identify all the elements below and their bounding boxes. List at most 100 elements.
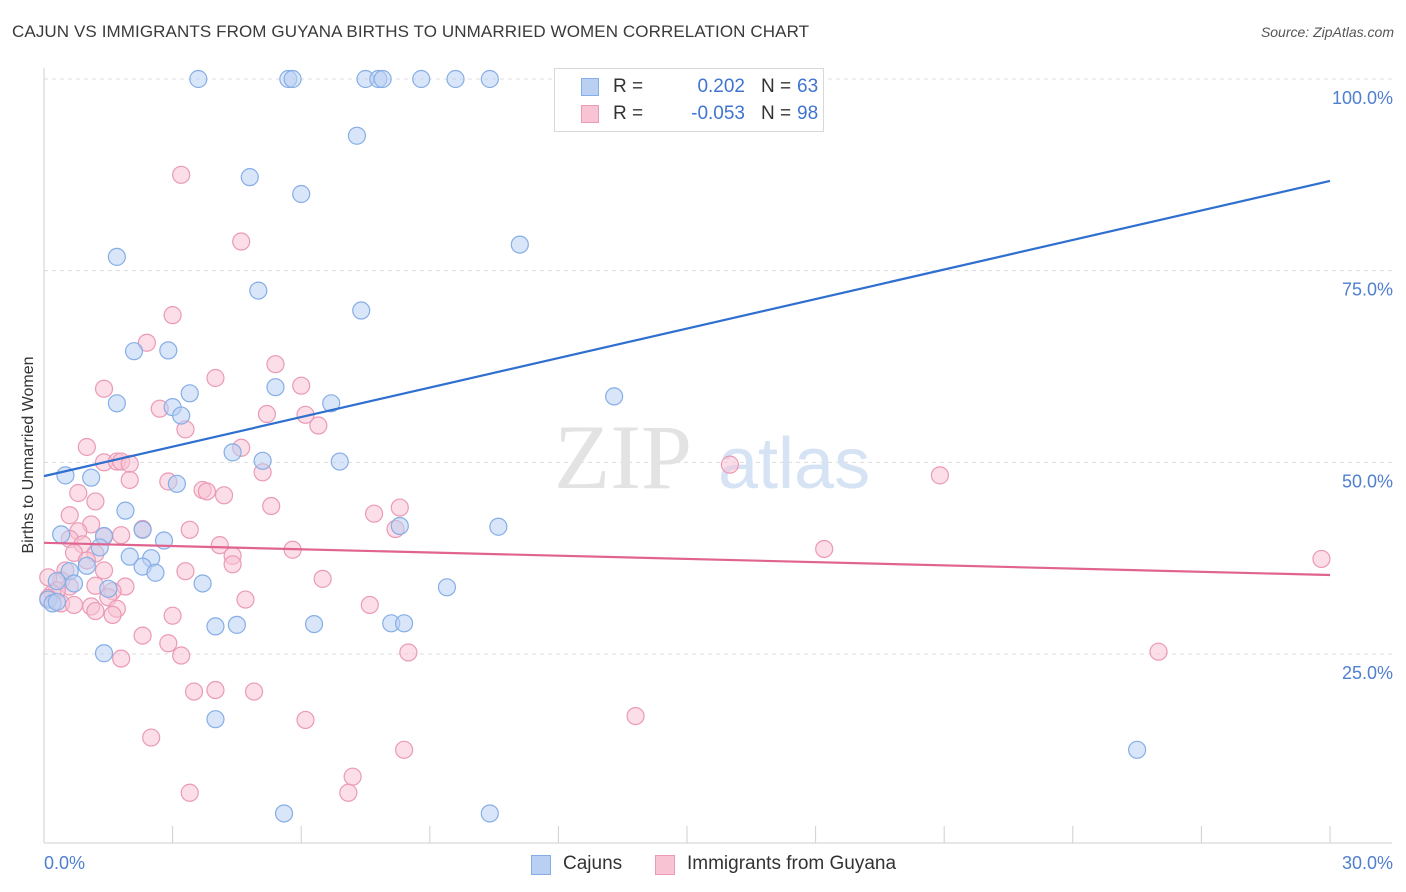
guyana-r-value: -0.053 [691, 103, 745, 124]
guyana-point [94, 561, 114, 580]
cajuns-legend-swatch [531, 855, 551, 875]
grid-lines [44, 78, 1392, 655]
guyana-point [343, 767, 362, 786]
guyana-point [176, 562, 195, 581]
guyana-point [720, 455, 739, 474]
guyana-point [266, 355, 285, 374]
guyana-point [262, 496, 281, 516]
y-tick-label-3: 25.0% [1342, 663, 1393, 683]
guyana-point [257, 404, 277, 424]
cajun-point [172, 406, 191, 425]
cajun-point [90, 538, 109, 557]
guyana-point [64, 595, 84, 615]
guyana-point [112, 526, 131, 545]
cajun-point [77, 556, 96, 575]
guyana-point [94, 379, 114, 398]
cajun-point [146, 563, 165, 582]
guyana-point [313, 569, 332, 588]
guyana-point [360, 595, 379, 615]
guyana-point [120, 470, 139, 490]
guyana-legend-swatch [655, 855, 675, 875]
cajun-point [223, 443, 242, 462]
cajun-point [133, 520, 152, 539]
y-tick-label-2: 50.0% [1342, 471, 1393, 491]
cajun-point [240, 168, 259, 187]
guyana-point [103, 605, 122, 625]
cajun-point [605, 387, 624, 406]
cajun-point [206, 617, 225, 636]
cajun-point [274, 804, 294, 823]
cajun-point [52, 525, 71, 544]
cajun-point [373, 69, 392, 89]
chart-title: CAJUN VS IMMIGRANTS FROM GUYANA BIRTHS T… [12, 22, 810, 41]
cajun-point [390, 516, 409, 536]
cajun-point [189, 69, 208, 89]
guyana-legend-label: Immigrants from Guyana [687, 853, 897, 874]
cajun-point [347, 126, 367, 145]
cajun-point [159, 341, 178, 360]
axes [43, 68, 1392, 844]
guyana-point [232, 232, 251, 251]
watermark: ZIP atlas [554, 406, 870, 508]
y-tick-label-1: 75.0% [1342, 280, 1393, 300]
cajun-point [489, 517, 508, 536]
cajun-n-label: N = [761, 76, 792, 97]
guyana-point [206, 368, 225, 388]
guyana-point [163, 306, 182, 325]
guyana-point [223, 555, 242, 574]
guyana-point [197, 482, 216, 501]
cajun-r-label: R = [613, 76, 644, 97]
cajun-point [193, 574, 212, 593]
guyana-trend-line [43, 541, 1331, 577]
guyana-point [364, 504, 384, 523]
cajun-point [510, 235, 529, 254]
guyana-point [159, 634, 178, 653]
guyana-point [626, 706, 645, 726]
watermark-atlas: atlas [718, 424, 870, 504]
x-tick-label-1: 30.0% [1342, 853, 1393, 873]
guyana-point [86, 492, 105, 511]
cajun-trend-line [43, 179, 1331, 478]
guyana-n-label: N = [761, 103, 792, 124]
guyana-point [210, 536, 229, 555]
cajun-point [412, 69, 431, 89]
guyana-r-label: R = [613, 103, 644, 124]
guyana-point [815, 539, 834, 559]
guyana-point [180, 520, 199, 539]
guyana-swatch [581, 105, 599, 123]
cajun-point [253, 451, 272, 470]
cajun-point [180, 384, 199, 403]
cajun-point [82, 468, 101, 487]
guyana-point [292, 376, 311, 395]
cajun-n-value: 63 [797, 76, 819, 97]
cajun-point [249, 281, 268, 300]
cajun-r-value: 0.202 [697, 76, 745, 97]
watermark-zip: ZIP [554, 406, 692, 508]
guyana-point [172, 646, 191, 665]
guyana-point [163, 606, 182, 625]
x-tick-labels: 0.0% 30.0% [44, 853, 1393, 873]
guyana-point [390, 498, 409, 517]
cajun-point [206, 710, 225, 729]
cajun-point [480, 69, 499, 89]
guyana-point [69, 483, 88, 503]
guyana-point [184, 682, 204, 701]
guyana-point [1312, 549, 1331, 569]
x-tick-label-0: 0.0% [44, 853, 85, 873]
guyana-point [77, 437, 96, 457]
guyana-point [930, 466, 950, 485]
cajun-point [352, 301, 371, 320]
cajun-point [99, 579, 118, 598]
cajun-point [124, 342, 144, 361]
y-axis-label: Births to Unmarried Women [20, 356, 37, 553]
guyana-point [1149, 642, 1168, 661]
guyana-point [137, 333, 156, 352]
cajun-point [394, 614, 414, 633]
cajun-point [227, 615, 246, 634]
series-cajun-points [39, 69, 1147, 823]
cajun-point [292, 184, 311, 204]
cajuns-legend-label: Cajuns [563, 853, 623, 874]
guyana-point [172, 165, 191, 184]
cajun-point [437, 578, 457, 597]
